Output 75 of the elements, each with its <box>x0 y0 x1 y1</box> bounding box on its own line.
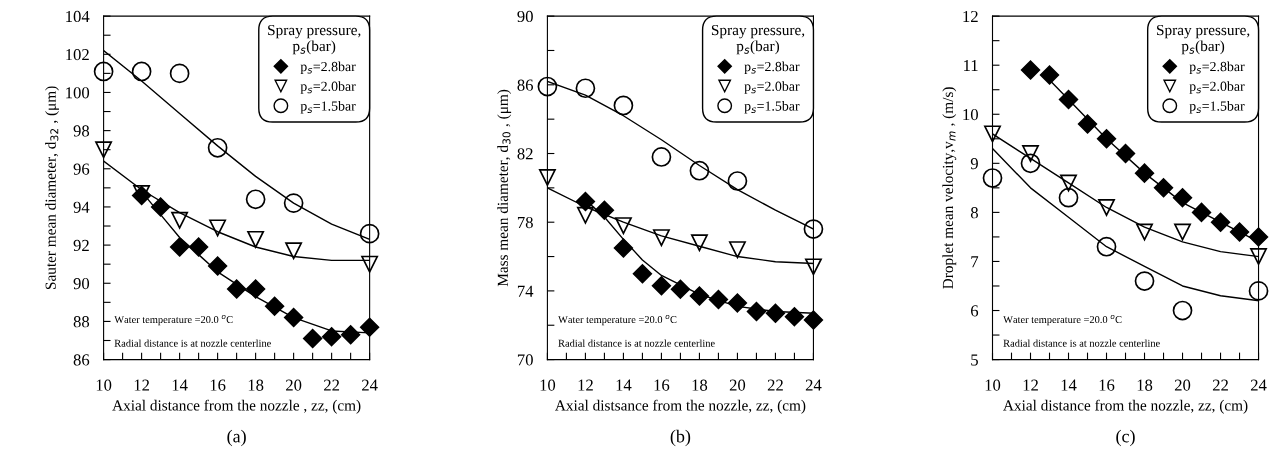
x-tick-label: 10 <box>540 379 556 391</box>
x-tick-label: 16 <box>654 379 670 391</box>
x-tick-label: 18 <box>248 379 264 391</box>
y-tick-label: 70 <box>517 354 533 366</box>
y-axis-title: Sauter mean diameter, d$_{32}$ , (μm) <box>45 86 59 290</box>
y-tick-label: 102 <box>66 48 89 61</box>
y-tick-label: 86 <box>517 79 534 91</box>
x-tick-label: 22 <box>767 379 783 391</box>
y-tick-label: 94 <box>73 201 90 213</box>
legend-label: p$_{s}$=2.8bar <box>744 61 800 75</box>
y-tick-label: 104 <box>66 10 90 23</box>
y-axis-title: Droplet mean velocity,v$_{m}$ , (m/s) <box>942 87 957 289</box>
text: (b) <box>670 429 691 447</box>
y-tick-label: 7 <box>971 256 979 268</box>
legend-title: Spray pressure, p$_{s}$(bar) <box>711 24 805 55</box>
legend-label: p$_{s}$=2.0bar <box>1189 81 1245 94</box>
legend-label: p$_{s}$=2.8bar <box>1189 61 1245 75</box>
x-tick-label: 24 <box>362 379 378 391</box>
annotation: Radial distance is at nozzle centerline <box>558 339 715 347</box>
y-tick-label: 90 <box>73 277 90 290</box>
legend-label: p$_{s}$=1.5bar <box>1189 100 1245 114</box>
x-tick-label: 22 <box>324 379 340 391</box>
legend-title: Spray pressure, p$_{s}$(bar) <box>268 24 361 55</box>
text: (c) <box>1116 429 1135 447</box>
x-tick-label: 22 <box>1212 379 1228 391</box>
y-tick-label: 98 <box>73 125 90 137</box>
x-tick-label: 12 <box>578 379 593 391</box>
y-tick-label: 100 <box>66 87 90 99</box>
x-tick-label: 18 <box>692 379 708 391</box>
legend-label: p$_{s}$=1.5bar <box>300 100 356 114</box>
y-tick-label: 5 <box>971 354 978 366</box>
x-tick-label: 14 <box>616 379 632 391</box>
y-tick-label: 90 <box>517 10 533 23</box>
x-tick-label: 10 <box>96 379 112 391</box>
x-axis-title: Axial distance from the nozzle , zz, (cm) <box>112 399 361 414</box>
x-tick-label: 12 <box>1023 379 1038 391</box>
y-tick-label: 78 <box>517 216 533 229</box>
x-tick-label: 10 <box>985 379 1001 391</box>
y-tick-label: 10 <box>963 108 978 121</box>
y-tick-label: 82 <box>517 148 533 160</box>
x-axis-title: Axial distsance from the nozzle, zz, (cm) <box>555 399 806 414</box>
y-tick-label: 74 <box>517 285 534 297</box>
annotation: Water temperature =20.0 $^{o}$C <box>114 314 233 326</box>
legend-label: p$_{s}$=2.0bar <box>300 81 356 94</box>
x-tick-label: 20 <box>286 379 302 391</box>
x-tick-label: 12 <box>134 379 150 391</box>
annotation: Radial distance is at nozzle centerline <box>1003 339 1160 347</box>
y-tick-label: 92 <box>73 239 89 252</box>
annotation: Radial distance is at nozzle centerline <box>114 339 271 347</box>
y-tick-label: 88 <box>73 316 90 328</box>
x-tick-label: 20 <box>1174 379 1191 391</box>
y-axis-title: Mass mean diameter, d$_{30}$ , (μm) <box>497 89 512 287</box>
y-tick-label: 9 <box>970 158 978 170</box>
x-axis-title: Axial distance from the nozzle, zz, (cm) <box>1003 399 1248 414</box>
x-tick-label: 20 <box>729 379 746 391</box>
x-tick-label: 24 <box>1250 379 1267 391</box>
x-tick-label: 14 <box>172 379 188 391</box>
legend-label: p$_{s}$=2.0bar <box>744 81 800 94</box>
x-tick-label: 16 <box>210 379 226 391</box>
x-tick-label: 16 <box>1099 379 1115 391</box>
x-tick-label: 24 <box>805 379 822 391</box>
legend-label: p$_{s}$=2.8bar <box>300 61 356 75</box>
annotation: Water temperature =20.0 $^{o}$C <box>558 314 677 326</box>
text: (a) <box>227 429 246 447</box>
x-tick-label: 14 <box>1061 379 1077 391</box>
y-tick-label: 8 <box>970 207 978 219</box>
y-tick-label: 86 <box>73 354 90 366</box>
legend-label: p$_{s}$=1.5bar <box>744 100 800 114</box>
annotation: Water temperature =20.0 $^{o}$C <box>1003 314 1122 326</box>
y-tick-label: 6 <box>971 305 979 317</box>
y-tick-label: 12 <box>963 10 978 22</box>
legend-title: Spray pressure, p$_{s}$(bar) <box>1157 24 1250 55</box>
x-tick-label: 18 <box>1137 379 1153 391</box>
y-tick-label: 96 <box>73 163 90 175</box>
y-tick-label: 11 <box>964 59 978 71</box>
